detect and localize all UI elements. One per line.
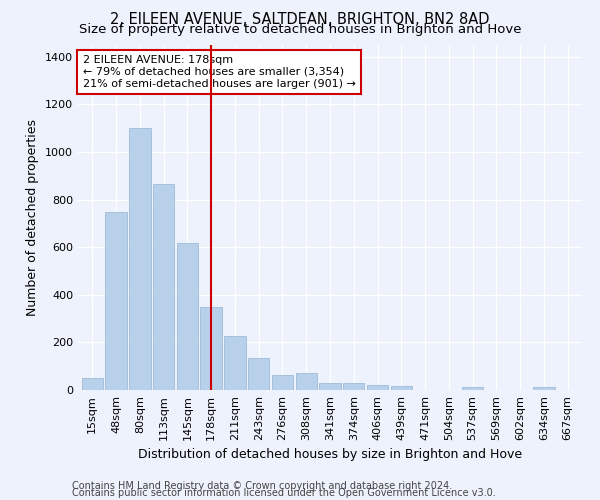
Text: 2 EILEEN AVENUE: 178sqm
← 79% of detached houses are smaller (3,354)
21% of semi: 2 EILEEN AVENUE: 178sqm ← 79% of detache… xyxy=(83,56,356,88)
Text: Contains HM Land Registry data © Crown copyright and database right 2024.: Contains HM Land Registry data © Crown c… xyxy=(72,481,452,491)
Bar xyxy=(129,128,151,390)
Bar xyxy=(272,374,293,390)
Bar xyxy=(296,374,317,390)
Text: 2, EILEEN AVENUE, SALTDEAN, BRIGHTON, BN2 8AD: 2, EILEEN AVENUE, SALTDEAN, BRIGHTON, BN… xyxy=(110,12,490,28)
Text: Contains public sector information licensed under the Open Government Licence v3: Contains public sector information licen… xyxy=(72,488,496,498)
Bar xyxy=(153,184,174,390)
X-axis label: Distribution of detached houses by size in Brighton and Hove: Distribution of detached houses by size … xyxy=(138,448,522,461)
Bar xyxy=(533,387,554,390)
Bar xyxy=(319,383,341,390)
Bar xyxy=(343,383,364,390)
Text: Size of property relative to detached houses in Brighton and Hove: Size of property relative to detached ho… xyxy=(79,22,521,36)
Bar xyxy=(367,385,388,390)
Bar xyxy=(391,386,412,390)
Bar xyxy=(176,243,198,390)
Bar xyxy=(462,387,484,390)
Bar xyxy=(200,307,222,390)
Y-axis label: Number of detached properties: Number of detached properties xyxy=(26,119,40,316)
Bar xyxy=(224,336,245,390)
Bar xyxy=(106,212,127,390)
Bar xyxy=(248,358,269,390)
Bar xyxy=(82,378,103,390)
